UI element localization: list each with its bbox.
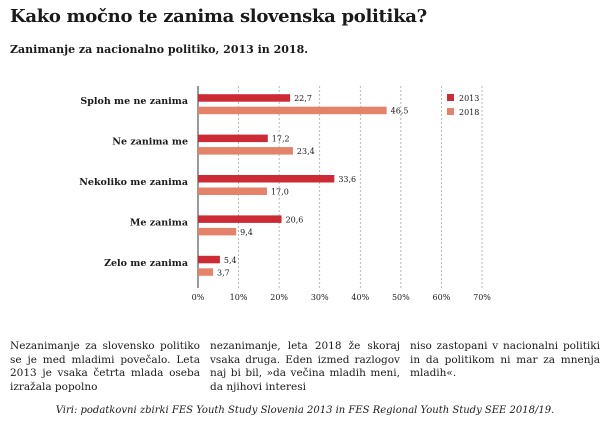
- value-label: 3,7: [217, 268, 230, 277]
- bars: [198, 94, 387, 276]
- legend: 2013 2018: [447, 94, 479, 117]
- legend-swatch: [447, 94, 454, 101]
- x-tick-label: 60%: [433, 293, 451, 302]
- value-label: 22,7: [294, 94, 312, 103]
- bar-2018: [198, 268, 214, 276]
- bar-2018: [198, 147, 293, 155]
- x-tick-label: 70%: [473, 293, 491, 302]
- bar-2018: [198, 187, 267, 195]
- body-text-column-1: Nezanimanje za slovensko politiko se je …: [10, 340, 200, 393]
- value-label: 17,2: [272, 135, 290, 144]
- x-tick-label: 0%: [192, 293, 205, 302]
- legend-label: 2013: [459, 94, 479, 103]
- x-tick-label: 50%: [392, 293, 410, 302]
- grid-lines: [197, 86, 483, 288]
- value-label: 9,4: [240, 228, 253, 237]
- category-label: Zelo me zanima: [104, 258, 188, 269]
- value-label: 5,4: [224, 256, 237, 265]
- value-label: 46,5: [391, 107, 409, 116]
- x-tick-label: 30%: [311, 293, 329, 302]
- category-label: Sploh me ne zanima: [80, 96, 188, 107]
- category-label: Ne zanima me: [112, 137, 188, 148]
- category-label: Me zanima: [130, 217, 188, 228]
- bar-2013: [198, 175, 335, 183]
- bar-chart: 0% 10% 20% 30% 40% 50% 60% 70% Sploh me ne zanim…: [79, 86, 491, 302]
- bar-2013: [198, 94, 291, 102]
- bar-2013: [198, 134, 268, 143]
- legend-label: 2018: [459, 108, 479, 117]
- bar-2018: [198, 106, 387, 115]
- category-label: Nekoliko me zanima: [79, 177, 188, 188]
- value-label: 23,4: [297, 147, 315, 156]
- bar-2013: [198, 215, 282, 223]
- x-tick-label: 10%: [230, 293, 248, 302]
- x-tick-label: 40%: [351, 293, 369, 302]
- x-tick-label: 20%: [270, 293, 288, 302]
- bar-2013: [198, 255, 220, 264]
- chart-subtitle: Zanimanje za nacionalno politiko, 2013 i…: [10, 43, 309, 56]
- page-title: Kako močno te zanima slovenska politika?: [10, 6, 427, 27]
- body-text-column-3: niso zastopani v nacionalni politiki in …: [410, 340, 600, 379]
- bar-2018: [198, 227, 237, 236]
- source-note: Viri: podatkovni zbirki FES Youth Study …: [55, 405, 555, 416]
- labels: 0% 10% 20% 30% 40% 50% 60% 70% Sploh me ne zanim…: [79, 94, 491, 302]
- value-label: 33,6: [338, 175, 356, 184]
- value-label: 20,6: [286, 215, 304, 224]
- value-label: 17,0: [271, 188, 289, 197]
- legend-swatch: [447, 108, 454, 115]
- body-text-column-2: nezanimanje, leta 2018 že skoraj vsaka d…: [210, 340, 400, 393]
